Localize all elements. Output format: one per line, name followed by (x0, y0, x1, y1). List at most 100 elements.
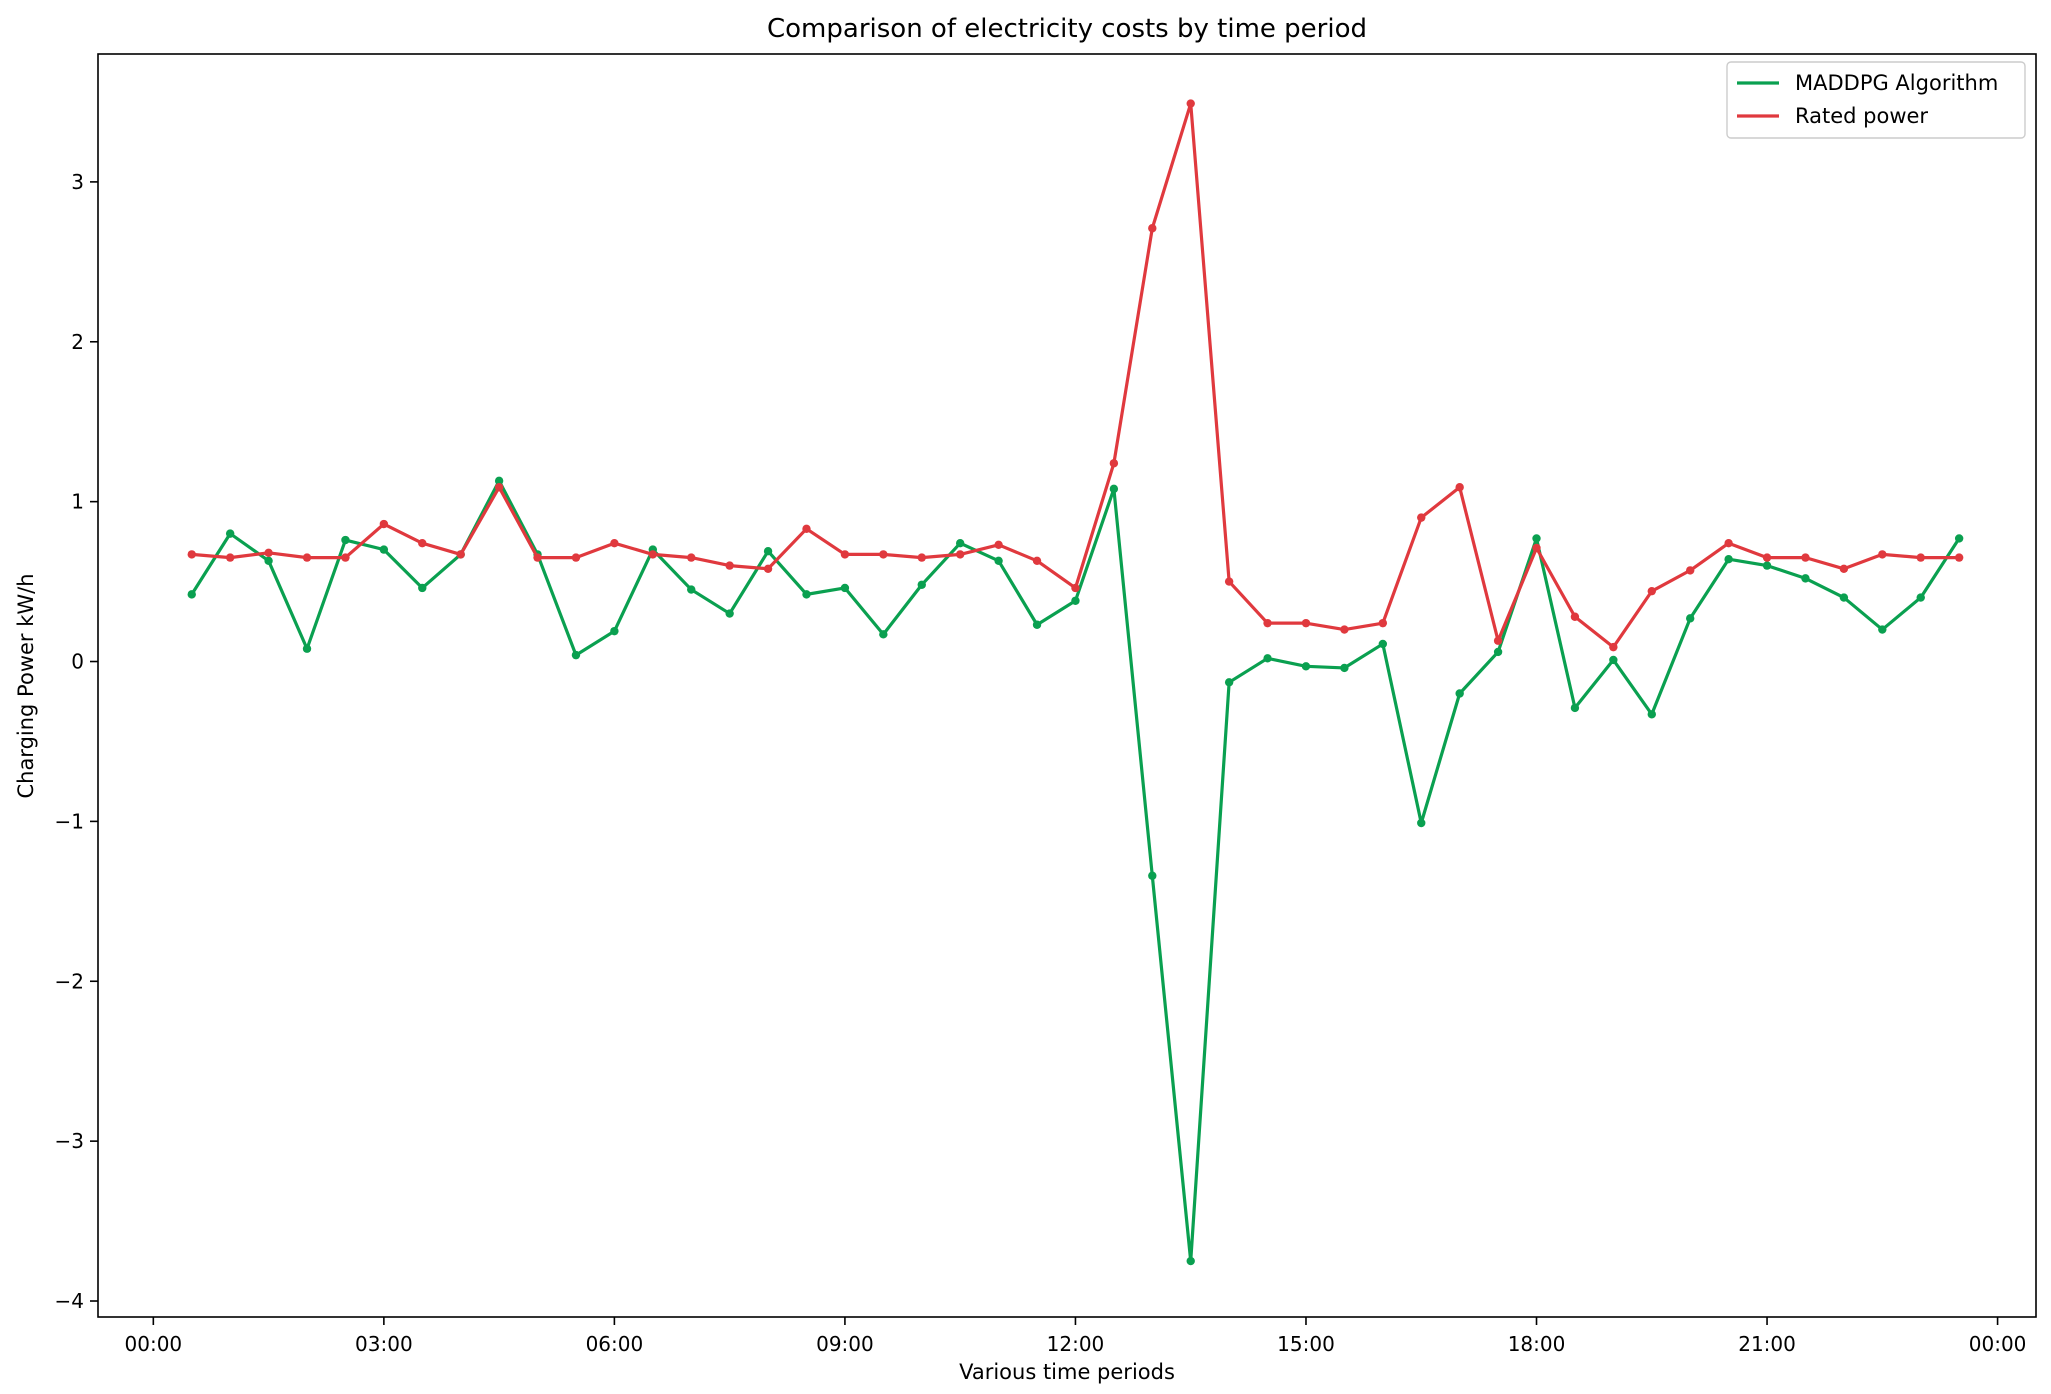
data-point (1801, 553, 1810, 562)
data-point (1032, 620, 1042, 629)
legend-label: MADDPG Algorithm (1795, 71, 1998, 95)
data-point (302, 644, 312, 653)
x-tick-label: 00:00 (1969, 1332, 2027, 1356)
plot-frame (97, 53, 2037, 1318)
data-point (1071, 596, 1080, 605)
data-point (1224, 577, 1234, 586)
y-tick-label: 2 (71, 330, 84, 354)
data-point (1954, 553, 1964, 562)
data-point (840, 583, 850, 593)
data-point (1839, 564, 1849, 573)
data-point (687, 553, 696, 562)
data-point (571, 650, 581, 660)
data-point (1570, 703, 1580, 713)
data-point (1724, 539, 1733, 548)
data-point (418, 539, 427, 548)
data-point (1032, 556, 1042, 565)
data-point (1686, 566, 1695, 575)
data-point (418, 583, 427, 593)
data-point (917, 553, 926, 562)
data-point (1839, 593, 1849, 602)
data-point (879, 550, 888, 559)
data-point (1224, 678, 1234, 687)
data-point (379, 519, 389, 529)
data-point (802, 524, 811, 534)
data-point (994, 540, 1003, 550)
data-point (1263, 618, 1272, 628)
data-point (1878, 550, 1887, 559)
data-point (225, 553, 235, 562)
data-point (994, 556, 1003, 565)
data-point (1762, 561, 1772, 570)
data-point (1455, 483, 1464, 492)
x-axis-title: Various time periods (959, 1360, 1175, 1384)
data-point (494, 483, 504, 492)
data-point (571, 553, 581, 562)
data-point (610, 626, 619, 636)
y-tick-label: −2 (55, 969, 84, 993)
y-tick-label: −3 (55, 1129, 84, 1153)
data-point (1301, 618, 1311, 628)
y-tick-label: 0 (71, 650, 84, 674)
x-tick-label: 03:00 (355, 1332, 413, 1356)
series-rated-power (187, 99, 1964, 652)
data-point (917, 580, 926, 589)
data-point (1570, 612, 1580, 621)
y-axis: 3 2 1 0 −1 −2 −3 −4 (55, 170, 98, 1313)
data-point (1762, 553, 1772, 562)
x-tick-label: 15:00 (1277, 1332, 1335, 1356)
legend-label: Rated power (1795, 104, 1928, 128)
data-point (187, 550, 196, 559)
data-point (955, 539, 965, 548)
data-point (1148, 224, 1157, 233)
y-tick-label: −1 (55, 809, 84, 833)
data-point (1340, 625, 1349, 634)
data-point (1801, 574, 1810, 583)
data-point (1686, 614, 1695, 623)
data-point (1109, 459, 1119, 468)
data-point (187, 590, 196, 599)
data-point (1878, 625, 1887, 634)
data-point (494, 476, 504, 486)
data-point (1378, 639, 1388, 649)
data-point (648, 550, 658, 559)
data-point (802, 590, 811, 599)
data-point (1647, 586, 1656, 596)
data-point (840, 550, 850, 559)
data-point (1109, 484, 1119, 494)
data-point (1263, 654, 1272, 663)
data-point (610, 539, 619, 548)
data-point (1916, 553, 1925, 562)
legend: MADDPG Algorithm Rated power (1726, 61, 2026, 139)
data-point (1186, 1256, 1195, 1266)
y-axis-title: Charging Power kW/h (14, 573, 38, 798)
data-point (379, 545, 389, 554)
chart-title: Comparison of electricity costs by time … (767, 14, 1367, 44)
data-point (1609, 655, 1618, 665)
x-tick-label: 21:00 (1738, 1332, 1796, 1356)
data-point (1532, 534, 1541, 543)
data-point (1493, 647, 1503, 657)
data-point (725, 609, 734, 618)
series-maddpg-algorithm (187, 476, 1964, 1266)
y-tick-label: 3 (71, 170, 84, 194)
data-point (725, 561, 734, 570)
data-point (1186, 99, 1195, 108)
data-point (1417, 818, 1426, 828)
x-tick-label: 00:00 (125, 1332, 183, 1356)
data-point (225, 529, 235, 538)
y-tick-label: −4 (55, 1289, 84, 1313)
data-point (763, 547, 773, 556)
data-point (1609, 642, 1618, 652)
legend-box (1726, 61, 2026, 139)
data-point (456, 550, 465, 559)
data-point (763, 564, 773, 573)
data-point (264, 556, 273, 565)
data-point (264, 548, 273, 558)
data-point (1455, 689, 1464, 698)
data-point (1071, 583, 1080, 593)
data-point (341, 535, 350, 545)
x-axis: 00:00 03:00 06:00 09:00 12:00 15:00 18:00 21:00… (125, 1317, 2027, 1356)
